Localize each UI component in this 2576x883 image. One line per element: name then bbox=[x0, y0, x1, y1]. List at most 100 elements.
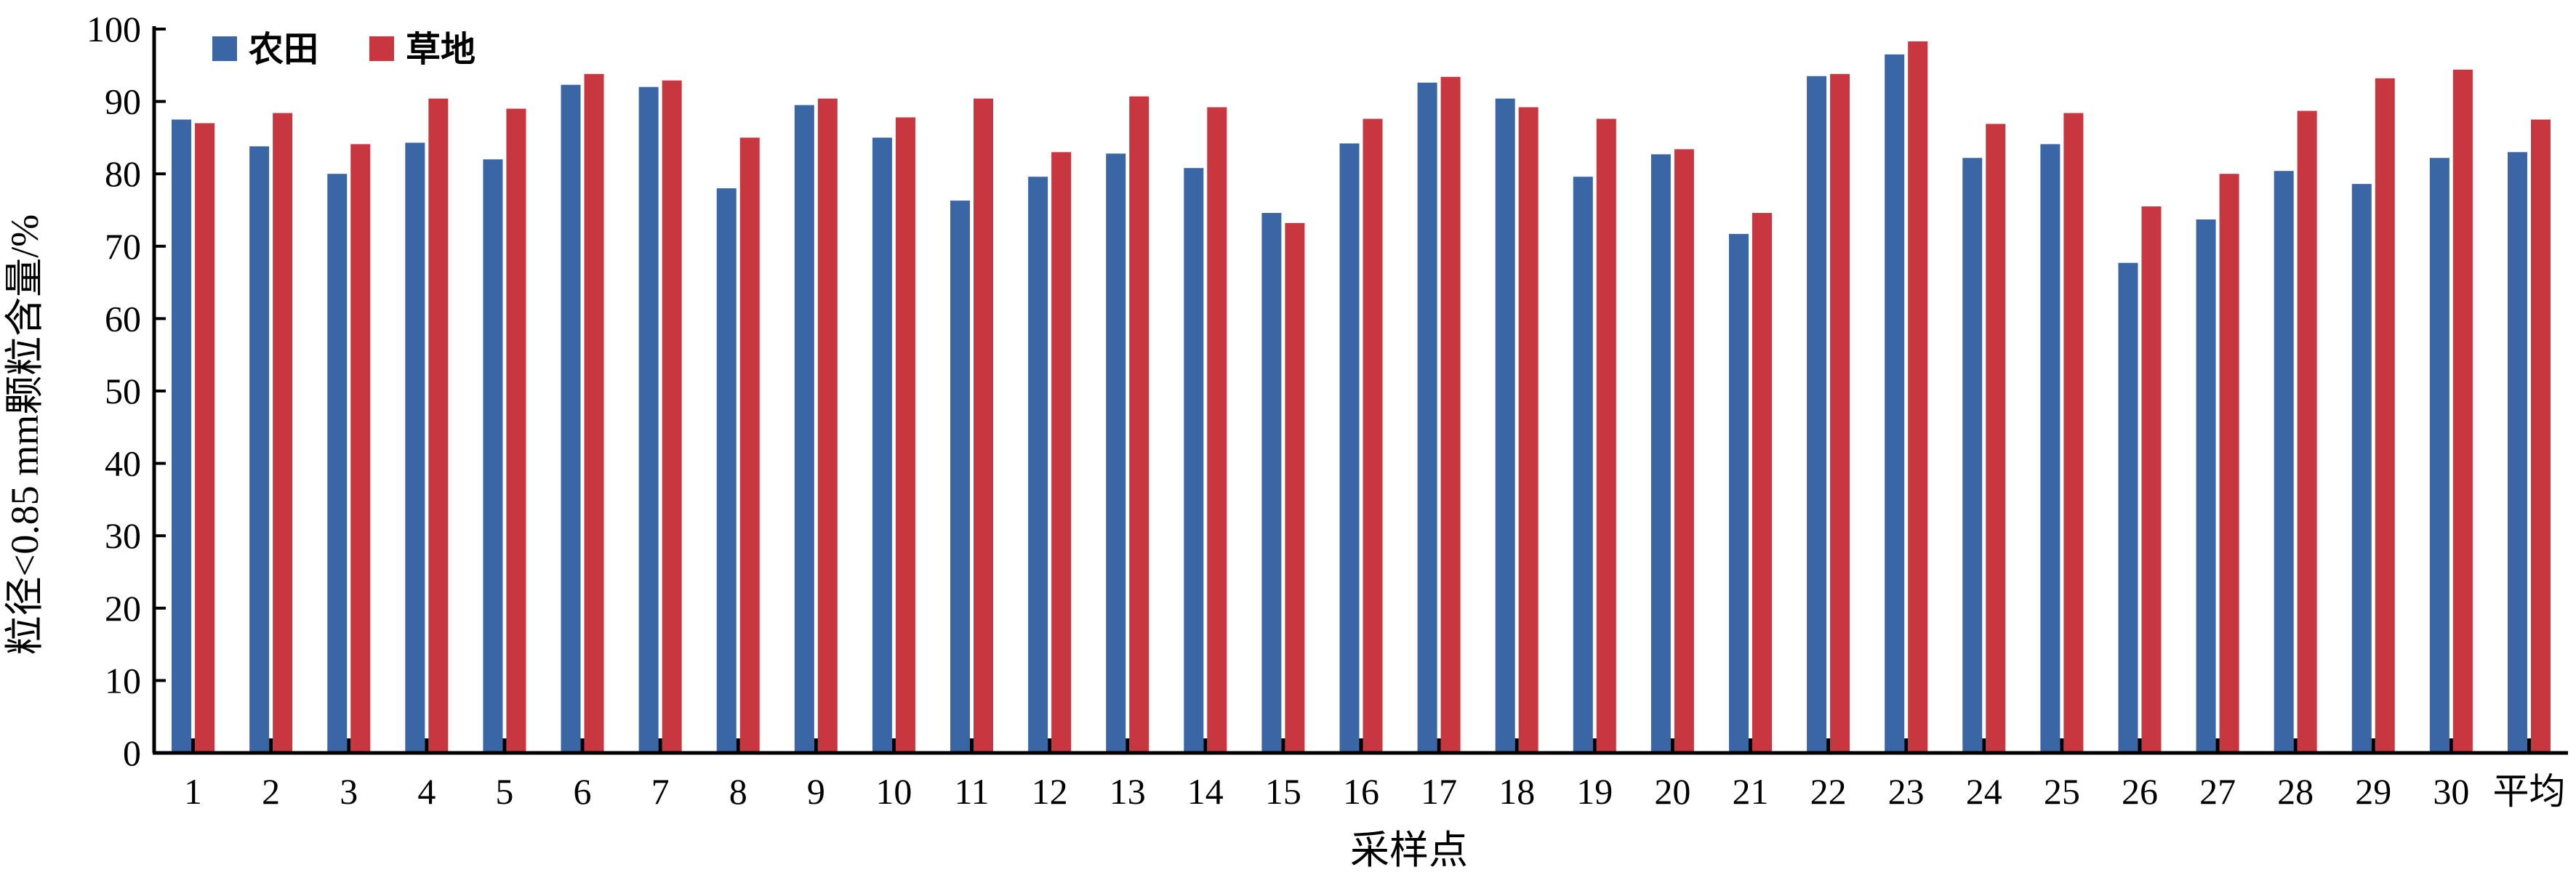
bar-cropland-29 bbox=[2351, 184, 2372, 754]
x-tick-label-28: 28 bbox=[2277, 771, 2314, 812]
x-tick-label-16: 16 bbox=[1343, 771, 1379, 812]
bar-cropland-19 bbox=[1573, 177, 1593, 753]
bar-cropland-31 bbox=[2507, 152, 2527, 753]
x-tick-label-15: 15 bbox=[1265, 771, 1301, 812]
bar-cropland-8 bbox=[716, 188, 737, 753]
bar-cropland-2 bbox=[249, 146, 270, 754]
bar-grassland-27 bbox=[2219, 174, 2239, 753]
bar-cropland-13 bbox=[1106, 153, 1126, 753]
x-tick-label-14: 14 bbox=[1187, 771, 1224, 812]
bar-cropland-16 bbox=[1339, 143, 1360, 754]
bar-grassland-26 bbox=[2141, 206, 2162, 753]
x-tick-label-29: 29 bbox=[2355, 771, 2391, 812]
bar-cropland-1 bbox=[172, 119, 192, 753]
y-tick-label-100: 100 bbox=[87, 9, 141, 49]
x-tick-label-23: 23 bbox=[1888, 771, 1925, 812]
bar-grassland-20 bbox=[1674, 149, 1694, 753]
x-tick-label-9: 9 bbox=[807, 771, 825, 812]
bar-grassland-22 bbox=[1830, 73, 1850, 753]
y-tick-label-70: 70 bbox=[105, 226, 141, 267]
y-tick-label-20: 20 bbox=[105, 588, 141, 629]
bar-grassland-19 bbox=[1596, 118, 1616, 753]
bar-grassland-13 bbox=[1129, 96, 1149, 754]
y-axis-title: 粒径<0.85 mm颗粒含量/% bbox=[3, 214, 47, 655]
bar-grassland-29 bbox=[2375, 78, 2395, 753]
bar-cropland-17 bbox=[1417, 82, 1437, 754]
x-tick-label-20: 20 bbox=[1654, 771, 1690, 812]
bar-grassland-9 bbox=[817, 98, 838, 754]
bar-cropland-4 bbox=[405, 142, 425, 753]
x-tick-label-4: 4 bbox=[417, 771, 436, 812]
bar-cropland-18 bbox=[1495, 98, 1515, 754]
bar-grassland-4 bbox=[428, 98, 449, 754]
bar-grassland-24 bbox=[1986, 124, 2006, 753]
bar-cropland-15 bbox=[1261, 212, 1282, 753]
bar-grassland-7 bbox=[662, 80, 682, 753]
bar-grassland-6 bbox=[584, 73, 604, 753]
x-tick-label-13: 13 bbox=[1110, 771, 1146, 812]
bar-cropland-7 bbox=[638, 86, 659, 754]
y-tick-label-50: 50 bbox=[105, 371, 141, 411]
y-tick-label-40: 40 bbox=[105, 443, 141, 484]
x-axis-title: 采样点 bbox=[1350, 828, 1468, 872]
x-tick-label-17: 17 bbox=[1421, 771, 1457, 812]
y-tick-label-80: 80 bbox=[105, 153, 141, 194]
y-tick-label-10: 10 bbox=[105, 660, 141, 701]
legend-label-grassland: 草地 bbox=[406, 31, 476, 69]
x-tick-label-27: 27 bbox=[2199, 771, 2236, 812]
bar-grassland-15 bbox=[1285, 222, 1305, 754]
y-tick-label-0: 0 bbox=[123, 733, 141, 773]
bar-cropland-21 bbox=[1728, 233, 1749, 753]
legend-swatch-grassland bbox=[369, 36, 394, 61]
bar-grassland-2 bbox=[273, 113, 293, 753]
bar-grassland-31 bbox=[2530, 119, 2551, 753]
bar-cropland-26 bbox=[2118, 262, 2138, 753]
x-tick-label-6: 6 bbox=[574, 771, 592, 812]
x-tick-label-22: 22 bbox=[1810, 771, 1847, 812]
x-tick-label-21: 21 bbox=[1732, 771, 1768, 812]
bar-grassland-11 bbox=[974, 98, 994, 754]
legend: 农田 草地 bbox=[212, 31, 476, 69]
bar-grassland-14 bbox=[1207, 107, 1227, 753]
x-tick-label-10: 10 bbox=[875, 771, 912, 812]
x-tick-label-5: 5 bbox=[495, 771, 513, 812]
y-tick-label-90: 90 bbox=[105, 81, 141, 122]
x-tick-label-3: 3 bbox=[340, 771, 358, 812]
bar-cropland-30 bbox=[2429, 158, 2449, 754]
bar-cropland-12 bbox=[1028, 177, 1048, 753]
bar-cropland-11 bbox=[950, 201, 971, 753]
bar-grassland-3 bbox=[350, 144, 371, 753]
x-tick-label-18: 18 bbox=[1498, 771, 1535, 812]
x-tick-label-19: 19 bbox=[1576, 771, 1613, 812]
x-tick-label-1: 1 bbox=[184, 771, 202, 812]
bar-grassland-16 bbox=[1363, 118, 1383, 753]
bar-cropland-22 bbox=[1807, 76, 1827, 754]
bar-cropland-3 bbox=[327, 174, 348, 753]
bar-grassland-21 bbox=[1752, 212, 1772, 753]
x-tick-label-24: 24 bbox=[1966, 771, 2002, 812]
x-tick-label-30: 30 bbox=[2433, 771, 2469, 812]
x-tick-label-8: 8 bbox=[729, 771, 747, 812]
y-tick-label-60: 60 bbox=[105, 298, 141, 339]
bar-cropland-5 bbox=[483, 159, 503, 753]
bar-cropland-9 bbox=[794, 105, 814, 753]
bar-cropland-14 bbox=[1184, 168, 1204, 753]
bar-grassland-17 bbox=[1440, 76, 1461, 753]
bar-grassland-10 bbox=[895, 117, 915, 754]
x-tick-label-2: 2 bbox=[262, 771, 280, 812]
x-tick-label-12: 12 bbox=[1032, 771, 1068, 812]
bar-grassland-30 bbox=[2452, 69, 2473, 753]
x-tick-label-31: 平均 bbox=[2492, 771, 2565, 812]
bar-grassland-23 bbox=[1908, 41, 1928, 753]
bar-grassland-18 bbox=[1518, 107, 1538, 753]
legend-label-cropland: 农田 bbox=[249, 31, 318, 69]
bar-cropland-27 bbox=[2196, 219, 2216, 753]
bar-cropland-20 bbox=[1650, 154, 1671, 754]
bar-grassland-8 bbox=[739, 137, 760, 753]
bar-cropland-6 bbox=[561, 84, 581, 753]
bar-grassland-1 bbox=[195, 123, 215, 754]
x-tick-label-11: 11 bbox=[954, 771, 989, 812]
